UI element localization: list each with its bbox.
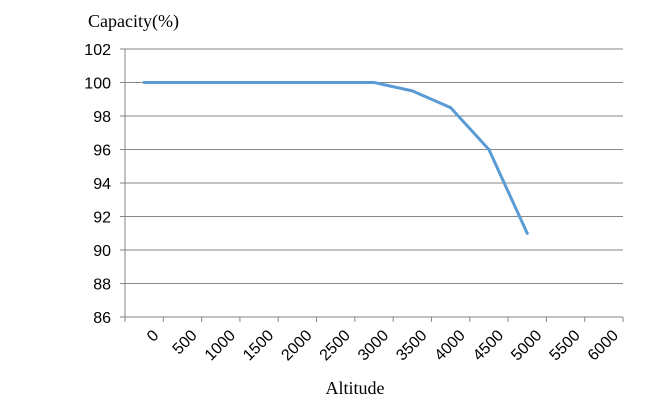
- data-point-0-0: [142, 81, 146, 84]
- x-tick-label-3000: 3000: [355, 327, 392, 364]
- x-tick-label-4500: 4500: [470, 327, 507, 364]
- y-tick-label-98: 98: [93, 109, 111, 126]
- x-tick-label-1000: 1000: [202, 327, 239, 364]
- y-tick-labels: 86 88 90 92 94 96 98 100 102: [84, 42, 111, 327]
- y-tick-label-90: 90: [93, 243, 111, 260]
- x-tick-label-5500: 5500: [547, 327, 584, 364]
- x-tick-label-2000: 2000: [278, 327, 315, 364]
- y-tick-label-88: 88: [93, 277, 111, 294]
- series-line-0: [142, 81, 529, 235]
- x-tick-label-500: 500: [170, 327, 201, 358]
- x-axis-label: Altitude: [326, 378, 385, 398]
- data-point-0-4: [487, 148, 491, 151]
- axes: [124, 49, 624, 322]
- data-point-0-3: [449, 106, 453, 110]
- x-tick-label-0: 0: [144, 327, 162, 345]
- y-tick-label-100: 100: [84, 76, 111, 93]
- y-tick-label-86: 86: [93, 310, 111, 327]
- series-group: [142, 81, 529, 235]
- x-tick-label-3500: 3500: [393, 327, 430, 364]
- y-tick-label-102: 102: [84, 42, 111, 59]
- x-tick-label-4000: 4000: [432, 327, 469, 364]
- x-tick-label-1500: 1500: [240, 327, 277, 364]
- y-axis-label: Capacity(%): [88, 11, 179, 32]
- grid-lines: [120, 48, 623, 318]
- data-point-0-1: [372, 81, 376, 84]
- data-point-0-2: [410, 89, 414, 93]
- x-tick-label-5000: 5000: [508, 327, 545, 364]
- x-tick-label-2500: 2500: [317, 327, 354, 364]
- y-tick-label-96: 96: [93, 143, 111, 160]
- data-point-0-5: [525, 231, 529, 235]
- y-tick-label-94: 94: [93, 176, 111, 193]
- x-tick-labels: 0 500 1000 1500 2000 2500 3000 3500 4000 4500 5000…: [144, 327, 622, 364]
- x-tick-label-6000: 6000: [585, 327, 622, 364]
- y-tick-label-92: 92: [93, 210, 111, 227]
